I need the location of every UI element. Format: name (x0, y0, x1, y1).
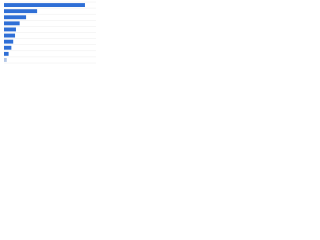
bar (4, 51, 9, 56)
bar (4, 27, 16, 32)
chart (4, 1, 96, 64)
bar (4, 39, 14, 44)
bar (4, 9, 38, 14)
bar (4, 15, 27, 20)
bar (4, 21, 20, 26)
bar (4, 45, 12, 50)
bar (4, 33, 16, 38)
page: {"chart_data": {"type": "bar", "orientat… (0, 0, 320, 71)
bar (4, 57, 7, 62)
bar (4, 3, 85, 8)
